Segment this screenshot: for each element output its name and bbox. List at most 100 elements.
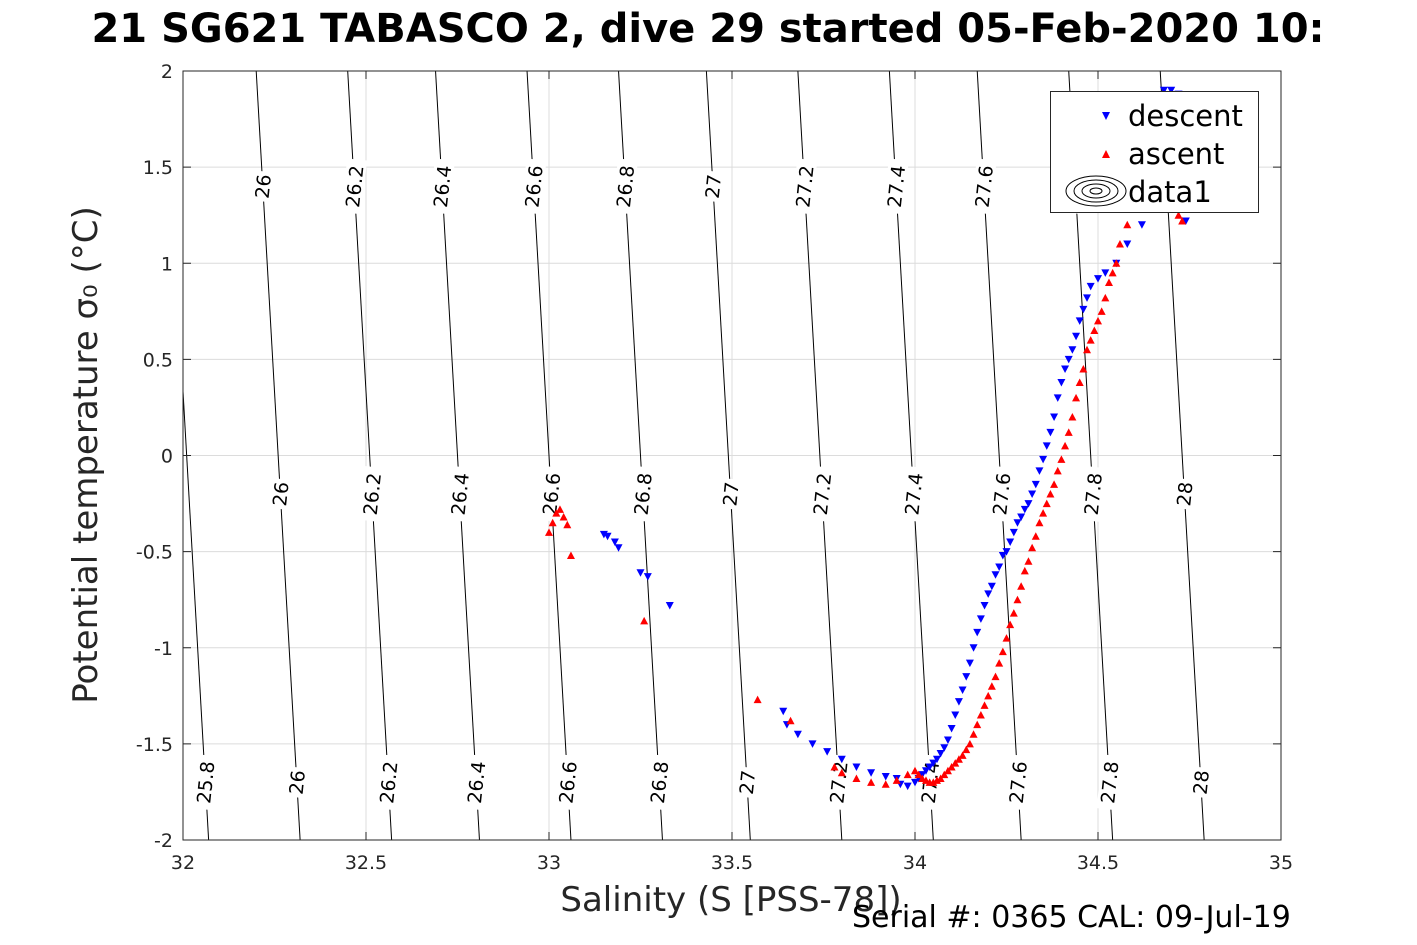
descent-point <box>793 730 802 739</box>
ascent-point <box>991 672 1000 681</box>
contour-label-text: 26.4 <box>430 164 456 208</box>
contour-label: 27.2 <box>791 158 819 215</box>
ascent-point <box>1050 480 1059 488</box>
ascent-point <box>563 520 572 529</box>
contour-label: 27.6 <box>1005 754 1032 811</box>
ascent-point <box>1097 307 1106 315</box>
ascent-point <box>1068 413 1077 421</box>
ascent-point <box>566 551 575 559</box>
x-tick-label: 34 <box>903 852 927 874</box>
ascent-point <box>867 778 876 786</box>
contour-label-text: 26.4 <box>448 472 474 516</box>
descent-point <box>603 532 612 541</box>
descent-point <box>1042 442 1051 450</box>
descent-marker-icon <box>1102 112 1110 120</box>
contour-label: 27 <box>701 170 726 203</box>
descent-point <box>837 755 846 764</box>
ascent-point <box>918 774 927 782</box>
ascent-point <box>1028 543 1037 552</box>
contour-label: 26.2 <box>375 754 402 811</box>
contour-label-text: 27.8 <box>1097 760 1123 804</box>
contour-label-text: 28 <box>1190 769 1214 795</box>
ascent-point <box>1104 278 1113 286</box>
contour-label: 26.4 <box>463 754 490 811</box>
descent-point <box>995 563 1004 572</box>
ascent-point <box>914 770 923 779</box>
ascent-point <box>1112 259 1121 267</box>
descent-point <box>1159 86 1168 95</box>
descent-point <box>1039 455 1048 464</box>
contour-label-bg <box>446 466 473 522</box>
ascent-point <box>987 682 996 690</box>
contour-label-bg <box>629 466 656 522</box>
legend-item-descent[interactable]: descent <box>1051 96 1258 134</box>
contour-label-text: 27.6 <box>972 164 998 208</box>
x-tick-label: 34.5 <box>1077 852 1119 874</box>
contour-label-bg <box>1080 466 1106 522</box>
contour-label-bg <box>520 158 547 215</box>
contour-label-text: 27.8 <box>1081 472 1107 516</box>
ascent-point <box>753 695 762 704</box>
descent-point <box>881 773 890 781</box>
contour-label-bg <box>192 754 219 811</box>
contour-label-bg <box>554 754 581 811</box>
descent-point <box>962 673 971 681</box>
contour-label: 26.6 <box>520 158 548 215</box>
contour-ellipse-icon <box>1065 175 1127 207</box>
contour-label: 26.8 <box>629 466 657 522</box>
contour-label: 26 <box>268 477 294 510</box>
descent-point <box>1068 346 1077 354</box>
y-axis-label-text: Potential temperature σ₀ (°C) <box>66 206 106 704</box>
y-tick-label: -2 <box>154 830 173 852</box>
contour-label-text: 27.4 <box>901 472 927 516</box>
ascent-point <box>958 751 967 759</box>
descent-point <box>1053 394 1062 402</box>
ascent-point <box>962 745 971 754</box>
descent-point <box>943 736 952 745</box>
x-tick-label: 35 <box>1269 852 1293 874</box>
ascent-point <box>1057 455 1066 463</box>
ascent-point <box>1079 364 1088 373</box>
ascent-point <box>1042 499 1051 508</box>
contour-label: 26.6 <box>538 466 565 522</box>
descent-point <box>1086 282 1095 291</box>
contour-label-bg <box>375 754 402 811</box>
ascent-point <box>998 647 1007 656</box>
legend[interactable]: descent ascent data1 <box>1050 91 1259 213</box>
ascent-point <box>1031 532 1040 540</box>
descent-point <box>610 538 619 547</box>
contour-label: 27 <box>719 477 744 510</box>
ascent-point <box>830 762 839 771</box>
y-tick-label: 1 <box>161 253 173 275</box>
contour-label-bg <box>719 477 743 510</box>
ascent-point <box>951 759 960 767</box>
descent-point <box>911 778 919 787</box>
ascent-point <box>852 774 861 782</box>
descent-point <box>867 769 876 777</box>
descent-point <box>925 763 934 771</box>
ascent-point <box>1178 216 1187 225</box>
descent-point <box>1013 519 1022 527</box>
descent-point <box>936 749 945 758</box>
contour-label-text: 26.6 <box>556 760 582 804</box>
contour-label: 26 <box>285 766 310 799</box>
contour-label-text: 26 <box>269 481 293 507</box>
descent-point <box>1072 332 1081 341</box>
contour-label: 26.4 <box>429 158 456 215</box>
ascent-point <box>548 518 557 527</box>
ascent-point <box>552 509 561 517</box>
contour-label-text: 26.8 <box>613 164 639 208</box>
legend-item-data1[interactable]: data1 <box>1051 172 1258 210</box>
contour-label: 27.6 <box>971 158 998 215</box>
descent-point <box>1064 355 1073 364</box>
contour-label-text: 26.2 <box>376 760 402 804</box>
data-layer <box>545 86 1190 791</box>
ascent-point <box>1090 326 1099 335</box>
contour-label-bg <box>900 466 927 522</box>
contour-label-bg <box>988 466 1015 522</box>
legend-item-ascent[interactable]: ascent <box>1051 134 1258 172</box>
ascent-point <box>1115 240 1124 248</box>
contour-label: 26.2 <box>341 158 368 215</box>
descent-point <box>951 711 960 720</box>
contour-label-bg <box>285 766 309 799</box>
